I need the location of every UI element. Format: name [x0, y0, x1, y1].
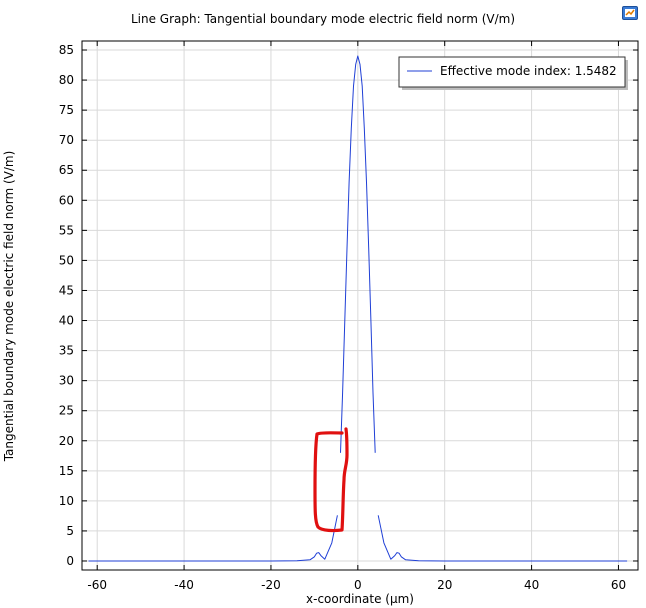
y-tick-label: 60 [59, 193, 74, 207]
y-tick-label: 55 [59, 223, 74, 237]
plot-area-frame [81, 40, 639, 571]
y-tick-label: 40 [59, 314, 74, 328]
comsol-graph-icon[interactable] [622, 6, 638, 20]
y-tick-label: 70 [59, 133, 74, 147]
y-tick-label: 20 [59, 434, 74, 448]
x-tick-label: -40 [174, 578, 194, 592]
series-line-segment [340, 55, 376, 453]
y-axis-label: Tangential boundary mode electric field … [2, 150, 16, 462]
x-tick-label: -20 [261, 578, 281, 592]
y-tick-label: 75 [59, 103, 74, 117]
y-tick-label: 0 [66, 554, 74, 568]
x-axis-label: x-coordinate (µm) [306, 592, 414, 606]
series-line-segment [377, 515, 628, 562]
y-tick-label: 85 [59, 43, 74, 57]
y-tick-label: 65 [59, 163, 74, 177]
y-tick-label: 45 [59, 283, 74, 297]
legend [398, 56, 628, 90]
x-tick-label: 60 [611, 578, 626, 592]
series-line-segment [88, 515, 338, 562]
y-tick-label: 10 [59, 494, 74, 508]
series-lines [88, 55, 628, 562]
x-tick-label: 40 [524, 578, 539, 592]
y-tick-label: 25 [59, 404, 74, 418]
x-tick-label: 20 [437, 578, 452, 592]
chart-title: Line Graph: Tangential boundary mode ele… [130, 12, 516, 26]
grid-lines [82, 41, 638, 570]
x-tick-label: -60 [87, 578, 107, 592]
legend-entry-label: Effective mode index: 1.5482 [440, 64, 617, 78]
x-axis-ticks: -60 -40 -20 0 20 40 60 [87, 41, 626, 592]
legend-box [398, 56, 626, 88]
y-tick-label: 15 [59, 464, 74, 478]
y-axis-ticks: 0 5 10 15 20 25 30 35 40 45 50 55 60 65 70 75 80 85 [59, 43, 638, 568]
y-tick-label: 50 [59, 253, 74, 267]
y-tick-label: 80 [59, 73, 74, 87]
y-tick-label: 5 [66, 524, 74, 538]
y-tick-label: 35 [59, 344, 74, 358]
x-tick-label: 0 [354, 578, 362, 592]
red-annotation-loop [313, 427, 349, 533]
y-tick-label: 30 [59, 374, 74, 388]
